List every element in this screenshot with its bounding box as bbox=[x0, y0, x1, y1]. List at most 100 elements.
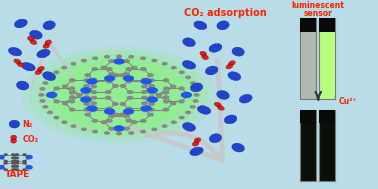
Ellipse shape bbox=[29, 30, 42, 39]
Circle shape bbox=[39, 94, 44, 96]
Ellipse shape bbox=[217, 91, 229, 99]
Circle shape bbox=[15, 162, 19, 164]
Circle shape bbox=[105, 76, 115, 81]
Circle shape bbox=[40, 100, 45, 102]
Circle shape bbox=[109, 73, 114, 75]
Circle shape bbox=[4, 169, 7, 170]
Circle shape bbox=[46, 94, 52, 96]
Ellipse shape bbox=[37, 49, 50, 58]
Circle shape bbox=[62, 67, 67, 69]
Circle shape bbox=[186, 111, 191, 114]
Circle shape bbox=[142, 102, 147, 105]
Ellipse shape bbox=[38, 69, 42, 72]
Circle shape bbox=[127, 96, 133, 99]
Circle shape bbox=[77, 94, 82, 96]
Circle shape bbox=[141, 130, 145, 133]
Circle shape bbox=[12, 162, 15, 164]
Ellipse shape bbox=[17, 62, 24, 67]
Circle shape bbox=[132, 121, 137, 124]
Circle shape bbox=[105, 132, 109, 134]
Circle shape bbox=[12, 154, 15, 155]
Ellipse shape bbox=[214, 102, 221, 107]
Circle shape bbox=[12, 160, 15, 162]
Circle shape bbox=[172, 67, 176, 69]
Circle shape bbox=[43, 106, 48, 108]
Circle shape bbox=[141, 80, 146, 83]
Circle shape bbox=[114, 126, 124, 131]
Circle shape bbox=[141, 120, 146, 122]
Circle shape bbox=[147, 88, 157, 93]
Circle shape bbox=[119, 113, 124, 116]
Circle shape bbox=[87, 106, 97, 111]
Circle shape bbox=[84, 91, 89, 94]
Ellipse shape bbox=[202, 55, 208, 60]
Ellipse shape bbox=[229, 64, 232, 66]
Ellipse shape bbox=[12, 138, 15, 140]
Ellipse shape bbox=[209, 43, 222, 52]
Bar bbox=[319, 18, 335, 99]
Ellipse shape bbox=[226, 64, 233, 69]
Circle shape bbox=[70, 79, 75, 82]
Circle shape bbox=[109, 114, 114, 117]
Circle shape bbox=[23, 162, 26, 164]
Circle shape bbox=[71, 63, 76, 65]
Circle shape bbox=[23, 47, 215, 143]
Circle shape bbox=[105, 91, 111, 93]
Circle shape bbox=[132, 66, 137, 69]
Bar bbox=[300, 110, 316, 123]
Circle shape bbox=[15, 160, 19, 162]
Circle shape bbox=[105, 96, 111, 99]
Ellipse shape bbox=[9, 120, 20, 128]
Circle shape bbox=[107, 107, 112, 110]
Circle shape bbox=[92, 107, 98, 110]
Circle shape bbox=[70, 108, 75, 111]
Circle shape bbox=[12, 169, 15, 170]
Circle shape bbox=[142, 109, 147, 112]
Ellipse shape bbox=[217, 105, 224, 110]
Ellipse shape bbox=[30, 40, 37, 44]
Circle shape bbox=[84, 103, 89, 105]
Circle shape bbox=[23, 169, 26, 170]
Ellipse shape bbox=[190, 147, 203, 156]
Circle shape bbox=[92, 80, 98, 83]
Ellipse shape bbox=[217, 105, 221, 108]
Circle shape bbox=[26, 166, 32, 169]
Circle shape bbox=[193, 100, 198, 102]
Circle shape bbox=[172, 121, 176, 123]
Circle shape bbox=[194, 94, 199, 96]
Circle shape bbox=[82, 128, 86, 130]
Circle shape bbox=[149, 79, 154, 82]
Circle shape bbox=[124, 60, 129, 62]
Bar bbox=[300, 18, 316, 32]
Circle shape bbox=[91, 85, 96, 88]
Ellipse shape bbox=[43, 43, 50, 48]
Circle shape bbox=[142, 78, 147, 81]
Circle shape bbox=[126, 80, 132, 83]
Circle shape bbox=[170, 102, 176, 105]
Circle shape bbox=[105, 56, 109, 58]
Circle shape bbox=[87, 79, 97, 84]
Ellipse shape bbox=[45, 40, 51, 45]
Circle shape bbox=[113, 85, 118, 87]
Circle shape bbox=[148, 74, 153, 77]
Circle shape bbox=[126, 107, 132, 110]
Ellipse shape bbox=[191, 83, 203, 92]
Circle shape bbox=[162, 125, 167, 127]
Circle shape bbox=[114, 74, 119, 77]
Ellipse shape bbox=[209, 134, 222, 143]
Circle shape bbox=[193, 88, 198, 90]
Circle shape bbox=[105, 109, 115, 114]
Circle shape bbox=[142, 96, 147, 99]
Circle shape bbox=[141, 57, 145, 59]
Text: N₂: N₂ bbox=[23, 120, 33, 129]
Text: CO₂ adsorption: CO₂ adsorption bbox=[184, 8, 266, 18]
Circle shape bbox=[114, 113, 119, 116]
Circle shape bbox=[69, 100, 74, 103]
Ellipse shape bbox=[224, 115, 237, 124]
Circle shape bbox=[181, 92, 191, 97]
Circle shape bbox=[54, 71, 59, 73]
Circle shape bbox=[48, 76, 52, 79]
Circle shape bbox=[149, 103, 154, 105]
Circle shape bbox=[27, 166, 30, 167]
Circle shape bbox=[84, 96, 89, 98]
